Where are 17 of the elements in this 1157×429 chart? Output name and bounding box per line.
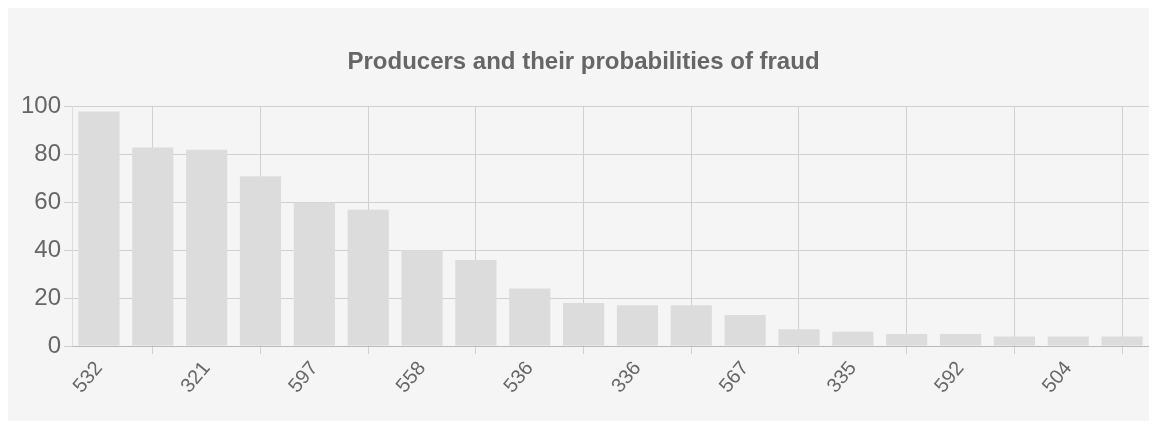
x-tick-label: 558 [391, 356, 430, 397]
y-tick-label: 100 [21, 91, 62, 119]
y-tick-label: 20 [34, 282, 62, 310]
x-tick-label: 536 [498, 356, 538, 397]
x-tick-label: 592 [929, 356, 968, 397]
chart-title: Producers and their probabilities of fraud [347, 47, 820, 75]
x-tick-label: 597 [283, 356, 322, 397]
y-tick-label: 60 [34, 187, 62, 215]
x-tick-label: 567 [714, 356, 753, 397]
x-tick-label: 335 [821, 356, 861, 397]
x-tick-label: 336 [606, 356, 645, 397]
y-tick-label: 0 [47, 330, 62, 358]
y-tick-label: 80 [34, 139, 62, 167]
x-tick-label: 532 [67, 356, 107, 397]
x-tick-label: 504 [1037, 356, 1076, 397]
y-tick-label: 40 [34, 234, 62, 262]
x-tick-label: 321 [175, 356, 214, 397]
